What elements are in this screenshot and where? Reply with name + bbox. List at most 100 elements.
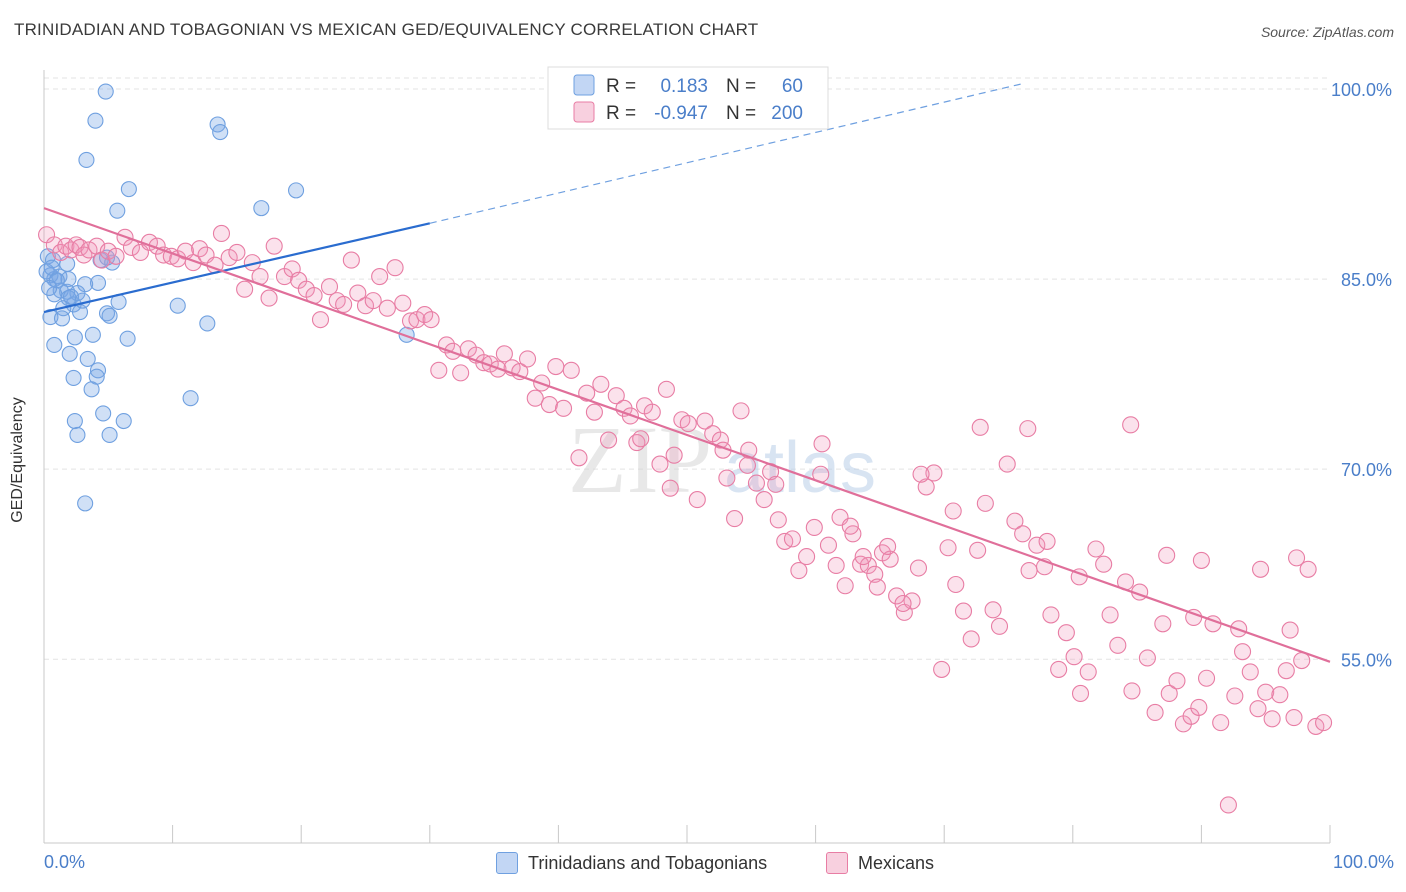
- point-mexican: [805, 518, 823, 537]
- stats-r-value: -0.947: [654, 103, 708, 124]
- trend-line-mexican: [43, 207, 1331, 663]
- point-mexican: [394, 294, 412, 312]
- point-mexican: [1315, 714, 1333, 732]
- point-mexican: [1019, 420, 1037, 438]
- point-mexican: [585, 403, 603, 421]
- point-trinidadian: [65, 369, 82, 386]
- point-mexican: [651, 455, 669, 473]
- point-mexican: [1123, 682, 1141, 700]
- point-mexican: [1154, 615, 1172, 633]
- y-tick-label: 70.0%: [1341, 460, 1392, 480]
- point-mexican: [1234, 643, 1252, 661]
- point-mexican: [1252, 560, 1270, 578]
- point-mexican: [643, 403, 661, 421]
- legend-swatch-blue: [496, 852, 518, 874]
- point-mexican: [1257, 683, 1275, 701]
- point-mexican: [925, 464, 943, 482]
- point-mexican: [1101, 606, 1119, 624]
- point-mexican: [813, 435, 831, 453]
- point-mexican: [1281, 621, 1299, 639]
- point-mexican: [592, 375, 610, 393]
- point-mexican: [518, 350, 537, 368]
- point-trinidadian: [83, 381, 100, 398]
- point-mexican: [866, 565, 884, 583]
- point-mexican: [990, 617, 1009, 635]
- point-mexican: [1146, 703, 1164, 722]
- point-mexican: [107, 247, 125, 265]
- point-mexican: [547, 357, 565, 376]
- point-mexican: [933, 660, 951, 678]
- point-mexican: [320, 278, 339, 296]
- point-trinidadian: [60, 271, 77, 288]
- point-trinidadian: [66, 412, 83, 430]
- point-mexican: [228, 243, 246, 262]
- y-tick-label: 100.0%: [1331, 80, 1392, 100]
- point-mexican: [738, 456, 756, 474]
- point-mexican: [1197, 669, 1216, 687]
- point-trinidadian: [199, 315, 216, 332]
- point-mexican: [1122, 416, 1140, 434]
- point-mexican: [1192, 551, 1210, 569]
- point-mexican: [1138, 649, 1156, 667]
- point-mexican: [747, 474, 765, 492]
- point-mexican: [75, 246, 93, 264]
- point-mexican: [767, 475, 785, 493]
- point-trinidadian: [41, 279, 58, 297]
- point-mexican: [311, 311, 330, 329]
- point-mexican: [562, 361, 580, 379]
- stats-legend-box: [547, 66, 829, 130]
- point-mexican: [868, 578, 886, 596]
- point-mexican: [944, 502, 962, 520]
- point-mexican: [1095, 555, 1113, 573]
- point-mexican: [430, 361, 448, 379]
- point-mexican: [364, 292, 382, 310]
- point-mexican: [836, 577, 854, 595]
- point-mexican: [342, 251, 360, 269]
- point-mexican: [661, 479, 679, 497]
- watermark-zip: ZIP: [568, 406, 712, 513]
- legend-item-mexicans[interactable]: Mexicans: [826, 852, 934, 874]
- point-mexican: [1288, 549, 1306, 567]
- point-mexican: [265, 237, 283, 255]
- point-mexican: [881, 550, 899, 568]
- stats-r-label: R =: [606, 76, 636, 97]
- point-mexican: [688, 491, 706, 509]
- point-mexican: [665, 446, 683, 464]
- point-mexican: [632, 430, 650, 448]
- point-mexican: [859, 556, 877, 575]
- point-trinidadian: [101, 426, 118, 444]
- trend-line-trinidadian-dashed: [429, 83, 1022, 224]
- point-mexican: [1285, 708, 1303, 727]
- point-mexican: [371, 268, 389, 286]
- point-trinidadian: [89, 274, 107, 291]
- point-trinidadian: [69, 426, 86, 444]
- point-mexican: [679, 415, 697, 433]
- point-trinidadian: [84, 326, 101, 343]
- point-mexican: [260, 289, 278, 307]
- y-tick-label: 55.0%: [1341, 650, 1392, 670]
- point-mexican: [1057, 624, 1075, 642]
- point-mexican: [1006, 512, 1024, 530]
- point-trinidadian: [74, 292, 91, 309]
- point-mexican: [718, 469, 736, 487]
- stats-r-label: R =: [606, 103, 636, 124]
- point-mexican: [80, 241, 98, 259]
- x-tick-max: 100.0%: [1332, 852, 1394, 872]
- point-mexican: [962, 630, 980, 648]
- point-mexican: [894, 594, 912, 613]
- point-mexican: [570, 449, 588, 467]
- point-mexican: [1020, 561, 1038, 580]
- point-mexican: [236, 280, 254, 298]
- point-mexican: [939, 539, 957, 557]
- point-trinidadian: [119, 330, 136, 347]
- point-trinidadian: [115, 412, 132, 430]
- point-mexican: [607, 387, 625, 405]
- legend-item-trinidadians[interactable]: Trinidadians and Tobagonians: [496, 852, 767, 874]
- point-trinidadian: [78, 151, 95, 169]
- legend-swatch-pink: [826, 852, 848, 874]
- point-mexican: [452, 364, 470, 382]
- point-mexican: [1277, 662, 1295, 680]
- point-trinidadian: [98, 305, 116, 322]
- point-mexican: [1065, 648, 1083, 666]
